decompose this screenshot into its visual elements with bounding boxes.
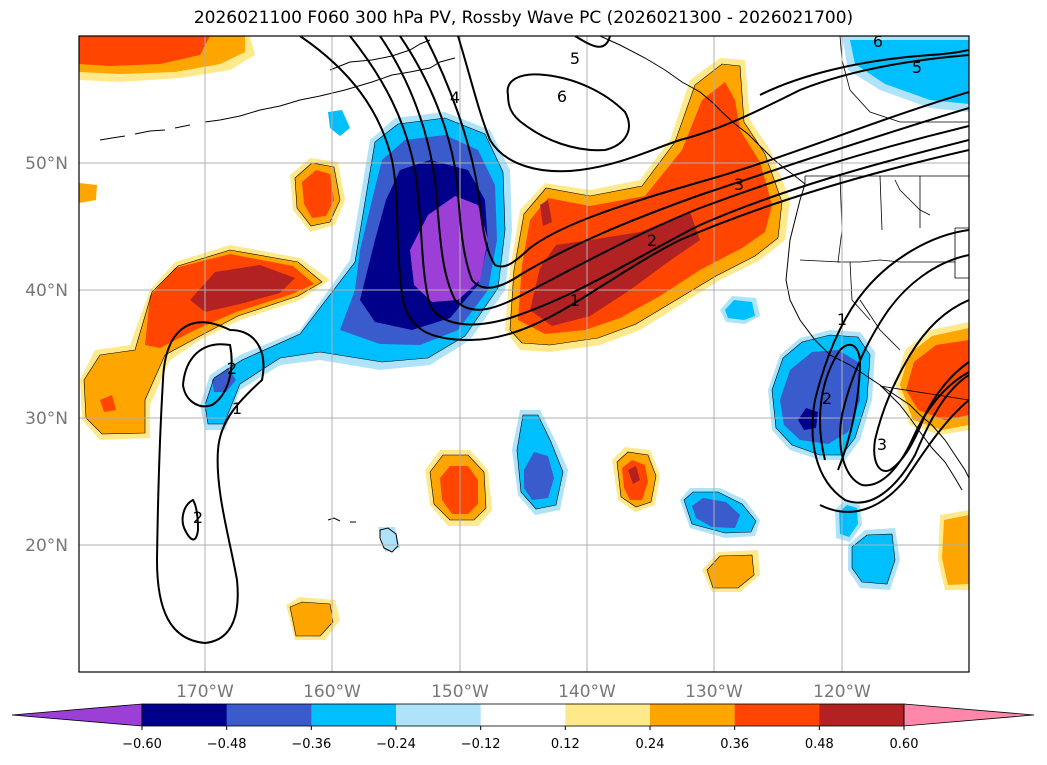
colorbar-segment: [565, 704, 651, 726]
lat-label: 30°N: [25, 409, 68, 429]
map-area: 5 6 6 5 4 3 2 1 2 1 2 1 2 3: [79, 32, 969, 672]
colorbar-tick-label: −0.12: [461, 737, 501, 752]
anomaly-outlines: [83, 63, 896, 637]
contour-label: 2: [227, 359, 237, 378]
colorbar-tick-label: −0.60: [122, 737, 162, 752]
anomaly-southwest: [895, 322, 969, 590]
contour-label: 4: [450, 88, 460, 107]
colorbar-tick-label: 0.48: [805, 737, 834, 752]
colorbar-extension-high: [903, 703, 1035, 727]
contour-label: 3: [734, 175, 744, 194]
colorbar-segment: [650, 704, 736, 726]
anomaly-westcoast: [768, 330, 900, 590]
contour-label: 2: [193, 508, 203, 527]
colorbar-tick-label: 0.24: [636, 737, 665, 752]
contour-label: 1: [232, 399, 242, 418]
anomaly-scattered: [286, 296, 760, 640]
map-frame: [78, 35, 970, 673]
lat-labels: 50°N 40°N 30°N 20°N: [25, 154, 68, 556]
lat-label: 20°N: [25, 536, 68, 556]
colorbar-segment: [819, 704, 905, 726]
lon-label: 150°W: [431, 682, 489, 702]
colorbar-outline: [141, 703, 905, 727]
colorbar-segment: [734, 704, 820, 726]
contour-label: 1: [837, 310, 847, 329]
contour-label: 6: [557, 87, 567, 106]
lon-label: 120°W: [813, 682, 871, 702]
colorbar-tick-label: 0.12: [551, 737, 580, 752]
colorbar-segment: [311, 704, 397, 726]
colorbar-segment: [226, 704, 312, 726]
colorbar: [11, 703, 1035, 727]
lon-label: 130°W: [685, 682, 743, 702]
contour-labels: 5 6 6 5 4 3 2 1 2 1 2 1 2 3: [193, 32, 922, 527]
map-title: 2026021100 F060 300 hPa PV, Rossby Wave …: [193, 8, 854, 28]
anomaly-topleft: [79, 36, 255, 82]
colorbar-tick-label: −0.36: [291, 737, 331, 752]
anomaly-165w: [290, 158, 345, 232]
contour-label: 1: [570, 291, 580, 310]
pc-contours: [155, 36, 969, 645]
lon-label: 170°W: [176, 682, 234, 702]
contour-label: 2: [822, 389, 832, 408]
lat-label: 40°N: [25, 281, 68, 301]
lon-label: 140°W: [558, 682, 616, 702]
colorbar-segment: [142, 704, 228, 726]
lon-labels: 170°W 160°W 150°W 140°W 130°W 120°W: [176, 682, 871, 702]
lon-label: 160°W: [303, 682, 361, 702]
lat-label: 50°N: [25, 154, 68, 174]
colorbar-tick-label: 0.60: [890, 737, 919, 752]
colorbar-extension-low: [11, 703, 143, 727]
contour-label: 5: [912, 58, 922, 77]
colorbar-tick-label: −0.24: [376, 737, 416, 752]
contour-label: 6: [873, 32, 883, 51]
colorbar-ticks: −0.60 −0.48 −0.36 −0.24 −0.12 0.12 0.24 0.36 0.4…: [122, 726, 918, 752]
anomaly-trough: [200, 112, 512, 430]
colorbar-tick-label: 0.36: [720, 737, 749, 752]
colorbar-tick-label: −0.48: [207, 737, 247, 752]
contour-label: 2: [647, 231, 657, 250]
contour-label: 5: [570, 49, 580, 68]
contour-label: 3: [877, 435, 887, 454]
colorbar-segment: [396, 704, 482, 726]
colorbar-segment: [480, 704, 566, 726]
